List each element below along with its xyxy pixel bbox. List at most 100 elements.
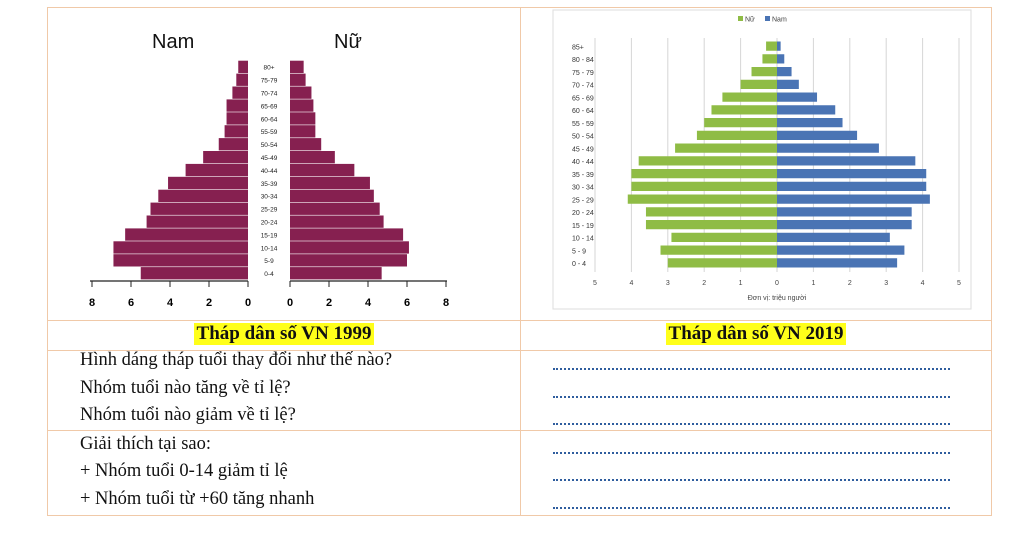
age-label-1999: 55-59 [261, 129, 278, 136]
tick-label-2019: 0 [775, 280, 779, 287]
bar-1999-nu-80+ [290, 60, 304, 73]
bar-1999-nam-60-64 [226, 112, 248, 125]
bar-1999-nu-35-39 [290, 176, 370, 190]
bar-2019-nu-5-9 [660, 245, 777, 255]
age-label-2019: 5 - 9 [572, 248, 586, 255]
age-label-2019: 70 - 74 [572, 83, 594, 90]
age-label-2019: 20 - 24 [572, 210, 594, 217]
bar-1999-nu-55-59 [290, 125, 316, 138]
legend-label-nam: Nam [772, 17, 787, 24]
age-label-1999: 20-24 [261, 219, 278, 226]
x-axis-label-2019: Đơn vị: triệu người [748, 295, 807, 302]
tick-label-1999-left: 2 [206, 297, 212, 309]
age-label-2019: 80 - 84 [572, 57, 594, 64]
tick-label-1999-right: 2 [326, 297, 332, 309]
series-label-1999-nam: Nam [152, 31, 194, 53]
bar-2019-nu-50-54 [696, 130, 777, 140]
age-label-1999: 10-14 [261, 245, 278, 252]
bar-2019-nam-70-74 [777, 79, 799, 89]
tick-label-2019: 2 [848, 280, 852, 287]
tick-label-2019: 3 [884, 280, 888, 287]
bar-2019-nu-25-29 [627, 194, 777, 204]
bar-1999-nu-30-34 [290, 189, 374, 202]
bar-2019-nu-70-74 [740, 79, 777, 89]
bar-2019-nam-35-39 [777, 169, 927, 179]
bar-1999-nu-45-49 [290, 151, 335, 164]
bar-2019-nam-20-24 [777, 207, 912, 217]
age-label-1999: 60-64 [261, 116, 278, 123]
answer-line-6[interactable] [553, 507, 950, 509]
bar-2019-nu-55-59 [704, 118, 777, 128]
bar-1999-nam-0-4 [140, 267, 248, 280]
tick-label-2019: 2 [702, 280, 706, 287]
bar-2019-nu-40-44 [638, 156, 777, 166]
bar-2019-nam-85+ [777, 41, 781, 51]
bar-1999-nam-50-54 [218, 138, 248, 151]
bar-1999-nam-70-74 [232, 86, 248, 99]
bar-1999-nam-30-34 [158, 189, 248, 202]
age-label-2019: 40 - 44 [572, 159, 594, 166]
tick-label-2019: 1 [811, 280, 815, 287]
answer-line-4[interactable] [553, 452, 950, 454]
bar-1999-nu-65-69 [290, 99, 314, 112]
age-label-2019: 0 - 4 [572, 261, 586, 268]
bar-1999-nu-50-54 [290, 138, 322, 151]
tick-label-1999-left: 6 [128, 297, 134, 309]
bar-2019-nam-60-64 [777, 105, 836, 115]
age-label-1999: 75-79 [261, 78, 278, 85]
bar-2019-nu-65-69 [722, 92, 777, 102]
age-label-2019: 50 - 54 [572, 134, 594, 141]
bar-2019-nam-45-49 [777, 143, 879, 153]
bar-2019-nu-45-49 [675, 143, 777, 153]
explain-title: Giải thích tại sao: [80, 434, 212, 454]
caption-2019: Tháp dân số VN 2019 [520, 320, 992, 348]
tick-label-2019: 4 [629, 280, 633, 287]
bar-1999-nam-35-39 [168, 176, 248, 190]
bar-1999-nu-25-29 [290, 202, 380, 215]
bar-2019-nu-35-39 [631, 169, 777, 179]
answer-line-5[interactable] [553, 479, 950, 481]
age-label-1999: 65-69 [261, 103, 278, 110]
bar-2019-nam-75-79 [777, 67, 792, 77]
age-label-2019: 85+ [572, 44, 584, 51]
answer-line-1[interactable] [553, 368, 950, 370]
age-label-1999: 0-4 [264, 271, 274, 278]
bar-1999-nu-15-19 [290, 228, 404, 241]
legend-swatch-nam [765, 16, 770, 21]
age-label-1999: 35-39 [261, 181, 278, 188]
bar-1999-nam-20-24 [146, 215, 248, 228]
age-label-2019: 75 - 79 [572, 70, 594, 77]
age-label-1999: 15-19 [261, 232, 278, 239]
column-divider [520, 8, 521, 515]
bar-2019-nu-15-19 [645, 220, 777, 230]
tick-label-1999-left: 8 [89, 297, 95, 309]
caption-1999: Tháp dân số VN 1999 [48, 320, 520, 348]
bar-2019-nam-55-59 [777, 118, 843, 128]
bar-1999-nu-20-24 [290, 215, 384, 228]
bar-1999-nam-25-29 [150, 202, 248, 215]
question-increase: Nhóm tuổi nào tăng về tỉ lệ? [80, 378, 291, 398]
bar-1999-nam-5-9 [113, 254, 248, 267]
bar-1999-nam-80+ [238, 60, 248, 73]
tick-label-1999-left: 4 [167, 297, 174, 309]
bar-1999-nu-60-64 [290, 112, 316, 125]
tick-label-1999-left: 0 [245, 297, 251, 309]
bar-2019-nu-10-14 [671, 232, 777, 242]
age-label-1999: 5-9 [264, 258, 274, 265]
age-label-2019: 10 - 14 [572, 236, 594, 243]
question-decrease: Nhóm tuổi nào giảm về tỉ lệ? [80, 405, 296, 425]
age-label-1999: 40-44 [261, 168, 278, 175]
tick-label-1999-right: 0 [287, 297, 293, 309]
bar-2019-nam-65-69 [777, 92, 818, 102]
answer-line-3[interactable] [553, 423, 950, 425]
answer-line-2[interactable] [553, 396, 950, 398]
tick-label-2019: 3 [666, 280, 670, 287]
row-divider [48, 350, 991, 351]
legend-swatch-nu [738, 16, 743, 21]
bar-1999-nam-75-79 [236, 73, 248, 86]
bar-1999-nu-75-79 [290, 73, 306, 86]
bar-2019-nam-30-34 [777, 181, 927, 191]
age-label-2019: 15 - 19 [572, 223, 594, 230]
bar-2019-nu-0-4 [667, 258, 777, 268]
